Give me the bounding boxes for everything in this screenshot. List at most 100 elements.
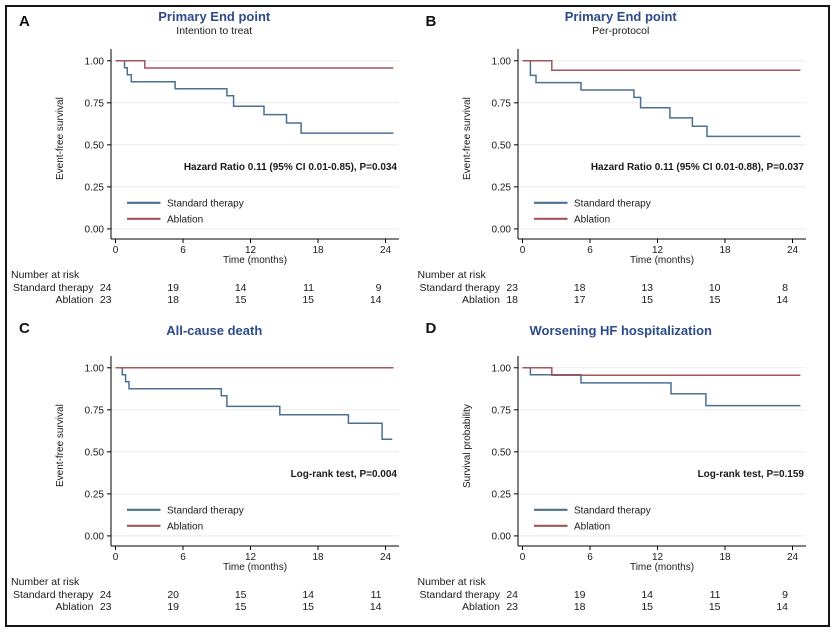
x-tick-label: 6 [180, 552, 186, 563]
y-axis-label: Event-free survival [55, 404, 66, 488]
x-tick-label: 0 [113, 245, 119, 256]
legend-label-standard: Standard therapy [167, 505, 244, 516]
y-tick-label: 0.00 [85, 531, 105, 542]
risk-count: 14 [776, 601, 788, 613]
panel-letter: B [425, 13, 437, 30]
y-tick-label: 1.00 [85, 363, 105, 374]
x-axis-label: Time (months) [223, 562, 287, 573]
risk-count: 18 [167, 294, 179, 306]
x-tick-label: 18 [719, 245, 731, 256]
y-tick-label: 0.00 [85, 224, 105, 235]
risk-count: 23 [506, 281, 518, 294]
risk-count: 15 [234, 588, 247, 601]
plot-layers: 1.00 0.75 0.50 0.25 0.00 0 6 12 18 24 [85, 356, 399, 563]
y-axis-label: Survival probability [461, 404, 473, 488]
risk-count: 14 [369, 294, 382, 306]
risk-count: 15 [302, 601, 314, 613]
risk-table: Number at risk Standard therapy 23 18 13 10 8 A… [418, 269, 825, 307]
panel-letter: C [19, 320, 30, 337]
legend-label-ablation: Ablation [574, 214, 610, 225]
legend-label-standard: Standard therapy [167, 198, 244, 209]
risk-count: 11 [709, 588, 721, 601]
chart-subtitle: Intention to treat [176, 25, 253, 37]
y-tick-label: 0.00 [491, 224, 511, 235]
y-axis-label: Event-free survival [461, 97, 473, 181]
plot-layers: 1.00 0.75 0.50 0.25 0.00 0 6 12 18 24 [491, 49, 806, 256]
annotation-text: Log-rank test, P=0.004 [291, 469, 398, 480]
y-tick-label: 0.50 [491, 140, 511, 151]
risk-count: 9 [782, 588, 788, 601]
km-curve-standard [115, 367, 393, 440]
risk-table-header: Number at risk [417, 269, 486, 281]
x-tick-label: 24 [786, 552, 798, 563]
risk-count: 15 [234, 601, 247, 613]
risk-count: 24 [99, 281, 112, 294]
legend-label-standard: Standard therapy [574, 198, 651, 209]
panel-letter: A [19, 13, 30, 30]
risk-row-label: Standard therapy [419, 588, 500, 601]
risk-row-label: Ablation [55, 294, 94, 306]
risk-row-label: Ablation [462, 294, 500, 306]
km-curve-ablation [522, 367, 800, 377]
risk-table: Number at risk Standard therapy 24 19 14 11 9 A… [418, 576, 825, 614]
x-tick-label: 24 [380, 245, 392, 256]
panel-header: Primary End point Intention to treat [11, 9, 418, 39]
km-curve-standard [115, 60, 394, 134]
panel-grid: A Primary End point Intention to treat E… [7, 7, 828, 625]
chart-title: Primary End point [564, 9, 677, 24]
risk-count: 11 [370, 588, 382, 601]
plot-area: Event-free survival 1.00 0.75 0.50 0.25 0.00… [418, 39, 825, 267]
figure-frame: A Primary End point Intention to treat E… [5, 5, 830, 627]
risk-table-header: Number at risk [11, 269, 80, 281]
panel-c: C All-cause death Event-free survival 1.… [11, 316, 418, 623]
risk-row-label: Standard therapy [419, 281, 500, 294]
risk-count: 15 [302, 294, 314, 306]
chart-subtitle: Per-protocol [592, 25, 650, 37]
x-tick-label: 24 [786, 245, 798, 256]
annotation-text: Hazard Ratio 0.11 (95% CI 0.01-0.88), P=… [590, 162, 804, 173]
risk-count: 13 [641, 281, 653, 294]
km-curve-ablation [115, 60, 394, 69]
y-tick-label: 0.00 [491, 531, 511, 542]
risk-count: 18 [506, 294, 518, 306]
plot-area: Survival probability 1.00 0.75 0.50 0.25 0.0… [418, 346, 825, 574]
risk-count: 20 [167, 588, 179, 601]
risk-count: 9 [375, 281, 382, 294]
risk-count: 24 [99, 588, 112, 601]
risk-count: 17 [573, 294, 586, 306]
risk-count: 23 [99, 601, 112, 613]
km-curve-standard [522, 60, 800, 138]
y-tick-label: 0.25 [491, 489, 511, 500]
legend-label-standard: Standard therapy [574, 505, 651, 516]
risk-count: 15 [234, 294, 247, 306]
x-tick-label: 12 [245, 245, 257, 256]
risk-count: 19 [167, 281, 179, 294]
y-tick-label: 0.75 [85, 98, 105, 109]
risk-row-label: Standard therapy [12, 588, 94, 601]
risk-count: 24 [506, 588, 518, 601]
panel-letter: D [425, 320, 437, 337]
risk-count: 23 [506, 601, 518, 613]
plot-layers: 1.00 0.75 0.50 0.25 0.00 0 6 12 18 24 [85, 49, 399, 256]
x-tick-label: 0 [519, 552, 525, 563]
y-tick-label: 0.25 [491, 182, 511, 193]
chart-title: Primary End point [158, 9, 271, 24]
x-tick-label: 0 [519, 245, 525, 256]
y-tick-label: 0.75 [491, 405, 511, 416]
risk-count: 15 [708, 601, 721, 613]
risk-table: Number at risk Standard therapy 24 19 14 11 9 A… [11, 269, 418, 307]
legend-label-ablation: Ablation [574, 521, 610, 532]
y-tick-label: 1.00 [491, 56, 511, 67]
km-plot-svg: 1.00 0.75 0.50 0.25 0.00 0 6 12 18 24 Log-rank te… [85, 356, 399, 573]
risk-count: 14 [641, 588, 653, 601]
x-tick-label: 0 [113, 552, 119, 563]
km-curve-standard [522, 367, 800, 407]
x-tick-label: 12 [651, 552, 663, 563]
x-tick-label: 12 [651, 245, 663, 256]
risk-count: 19 [573, 588, 586, 601]
panel-header: All-cause death [11, 316, 418, 346]
risk-count: 23 [99, 294, 112, 306]
x-tick-label: 6 [587, 245, 593, 256]
x-tick-label: 6 [180, 245, 186, 256]
chart-title: All-cause death [166, 323, 263, 338]
